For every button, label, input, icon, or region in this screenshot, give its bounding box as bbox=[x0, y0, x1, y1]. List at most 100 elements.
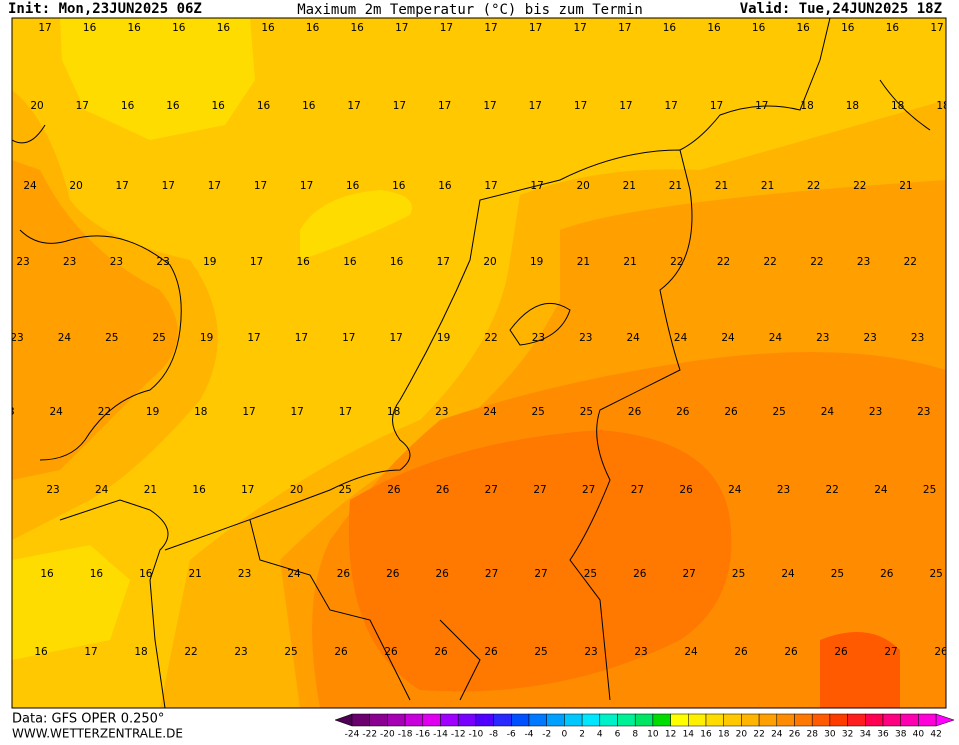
temperature-label: 16 bbox=[886, 22, 900, 34]
temperature-label: 18 bbox=[387, 406, 400, 418]
temperature-label: 24 bbox=[483, 406, 497, 418]
colorbar-box bbox=[900, 713, 919, 727]
temperature-label: 24 bbox=[58, 332, 72, 344]
temperature-label: 25 bbox=[532, 406, 545, 418]
temperature-label: 22 bbox=[184, 646, 197, 658]
temperature-label: 24 bbox=[95, 484, 109, 496]
colorbar-box bbox=[528, 713, 547, 727]
temperature-label: 23 bbox=[46, 484, 59, 496]
temperature-label: 23 bbox=[584, 646, 597, 658]
temperature-label: 17 bbox=[665, 100, 678, 112]
temperature-label: 17 bbox=[395, 22, 408, 34]
temperature-label: 23 bbox=[435, 406, 448, 418]
temperature-label: 22 bbox=[717, 256, 730, 268]
colorbar-label: -14 bbox=[433, 730, 448, 740]
colorbar: -24 -22 -20 -18 -16 -14 -12 -10 -8 -6 -4 -2 0 2 4 6 8 10 1… bbox=[334, 713, 955, 740]
temperature-label: 27 bbox=[485, 568, 498, 580]
temperature-label: 26 bbox=[436, 568, 450, 580]
temperature-label: 25 bbox=[923, 484, 936, 496]
temperature-label: 16 bbox=[212, 100, 226, 112]
colorbar-label: 18 bbox=[718, 730, 730, 740]
temperature-label: 17 bbox=[250, 256, 263, 268]
coastline bbox=[679, 18, 931, 151]
temperature-label: 23 bbox=[869, 406, 882, 418]
colorbar-box bbox=[546, 713, 565, 727]
colorbar-box bbox=[758, 713, 778, 727]
temperature-label: 25 bbox=[580, 406, 593, 418]
colorbar-box bbox=[652, 713, 671, 727]
temperature-label: 27 bbox=[582, 484, 595, 496]
temperature-label: 16 bbox=[257, 100, 271, 112]
temperature-label: 26 bbox=[484, 646, 498, 658]
temperature-label: 25 bbox=[930, 568, 943, 580]
temperature-label: 25 bbox=[105, 332, 118, 344]
temperature-label: 17 bbox=[291, 406, 304, 418]
temperature-label: 24 bbox=[627, 332, 641, 344]
temperature-label: 24 bbox=[684, 646, 698, 658]
temperature-label: 22 bbox=[853, 180, 866, 192]
colorbar-label: 8 bbox=[632, 730, 638, 740]
temperature-label: 19 bbox=[200, 332, 213, 344]
colorbar-label: -16 bbox=[415, 730, 430, 740]
temperature-label: 24 bbox=[874, 484, 888, 496]
temperature-label: 23 bbox=[634, 646, 647, 658]
colorbar-label: -12 bbox=[451, 730, 466, 740]
colorbar-label: -20 bbox=[380, 730, 395, 740]
temperature-label: 23 bbox=[816, 332, 829, 344]
temperature-label: 17 bbox=[254, 180, 267, 192]
temperature-label: 24 bbox=[287, 568, 301, 580]
colorbar-label: 14 bbox=[683, 730, 695, 740]
temperature-label: 16 bbox=[261, 22, 275, 34]
temperature-label: 26 bbox=[676, 406, 690, 418]
colorbar-box bbox=[404, 713, 424, 727]
temperature-label: 16 bbox=[139, 568, 153, 580]
temperature-label: 17 bbox=[483, 100, 496, 112]
colorbar-box bbox=[865, 713, 884, 727]
field bbox=[300, 190, 412, 260]
colorbar-label: 36 bbox=[877, 730, 889, 740]
temperature-label: 26 bbox=[436, 484, 450, 496]
temperature-label: 21 bbox=[715, 180, 728, 192]
temperature-label: 22 bbox=[807, 180, 820, 192]
colorbar-box bbox=[440, 713, 459, 727]
temperature-label: 26 bbox=[337, 568, 351, 580]
colorbar-box bbox=[776, 713, 795, 727]
temperature-label: 27 bbox=[534, 568, 547, 580]
temperature-label: 17 bbox=[339, 406, 352, 418]
temperature-label: 17 bbox=[484, 180, 497, 192]
temperature-label: 18 bbox=[846, 100, 859, 112]
temperature-label: 26 bbox=[880, 568, 894, 580]
colorbar-box bbox=[705, 713, 724, 727]
temperature-label: 17 bbox=[208, 180, 221, 192]
temperature-label: 26 bbox=[834, 646, 848, 658]
colorbar-box bbox=[882, 713, 901, 727]
temperature-label: 19 bbox=[437, 332, 450, 344]
temperature-label: 25 bbox=[773, 406, 786, 418]
field bbox=[348, 430, 732, 692]
temperature-label: 24 bbox=[781, 568, 795, 580]
temperature-label: 21 bbox=[623, 256, 636, 268]
temperature-label: 21 bbox=[669, 180, 682, 192]
temperature-label: 20 bbox=[30, 100, 43, 112]
colorbar-box bbox=[847, 713, 866, 727]
temperature-label: 17 bbox=[710, 100, 723, 112]
temperature-label: 23 bbox=[579, 332, 592, 344]
temperature-label: 23 bbox=[234, 646, 247, 658]
temperature-label: 16 bbox=[302, 100, 316, 112]
colorbar-label: -4 bbox=[525, 730, 534, 740]
temperature-label: 17 bbox=[618, 22, 631, 34]
colorbar-label: -6 bbox=[507, 730, 516, 740]
colorbar-box bbox=[723, 713, 742, 727]
temperature-label: 24 bbox=[821, 406, 835, 418]
temperature-label: 16 bbox=[166, 100, 180, 112]
temperature-label: 27 bbox=[485, 484, 498, 496]
temperature-label: 23 bbox=[864, 332, 877, 344]
temperature-label: 21 bbox=[899, 180, 912, 192]
temperature-label: 17 bbox=[574, 100, 587, 112]
temperature-label: 17 bbox=[529, 100, 542, 112]
temperature-label: 16 bbox=[351, 22, 365, 34]
temperature-label: 16 bbox=[192, 484, 206, 496]
temperature-label: 16 bbox=[663, 22, 677, 34]
colorbar-label: -24 bbox=[345, 730, 360, 740]
